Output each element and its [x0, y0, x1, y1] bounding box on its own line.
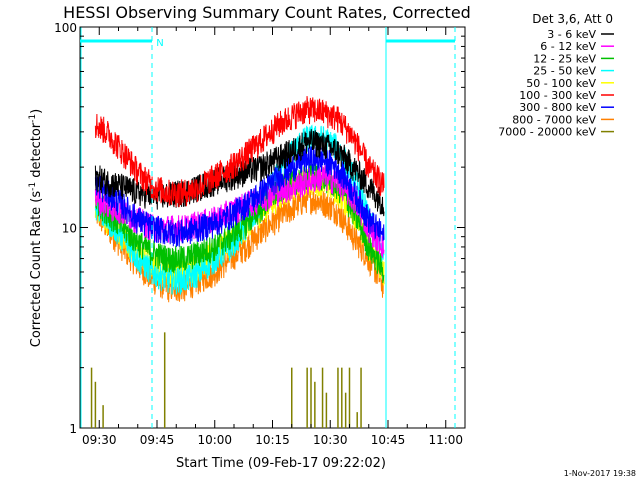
legend-entry-label: 50 - 100 keV: [526, 77, 596, 90]
y-axis-label-mid: detector: [29, 122, 44, 182]
series-line-2: [94, 164, 385, 284]
legend-entry-label: 3 - 6 keV: [547, 28, 596, 41]
y-axis-label-sup1: -1: [28, 182, 38, 191]
legend-entry-label: 6 - 12 keV: [540, 40, 596, 53]
axes: 09:30 09:45 10:00 10:15 10:30 10:45 11:00 1 10 10…: [54, 21, 466, 447]
series-layer: [90, 96, 385, 428]
night-marker-label: N: [156, 38, 163, 49]
x-tick-label: 10:00: [197, 433, 232, 447]
legend-header: Det 3,6, Att 0: [532, 12, 613, 26]
chart-title: HESSI Observing Summary Count Rates, Cor…: [63, 3, 471, 22]
legend-entry-label: 300 - 800 keV: [519, 101, 596, 114]
x-tick-label: 11:00: [428, 433, 463, 447]
legend-entry-label: 25 - 50 keV: [533, 65, 596, 78]
x-tick-label: 09:45: [140, 433, 175, 447]
legend-entry-label: 7000 - 20000 keV: [498, 126, 596, 139]
legend-entry-label: 800 - 7000 keV: [512, 113, 596, 126]
timestamp: 1-Nov-2017 19:38: [564, 469, 636, 478]
x-tick-label: 10:30: [313, 433, 348, 447]
legend-entry-label: 100 - 300 keV: [519, 89, 596, 102]
series-line-7: [94, 186, 385, 303]
y-axis-label-sup2: -1: [28, 114, 38, 123]
y-axis-label: Corrected Count Rate (s-1 detector-1): [28, 109, 44, 347]
x-tick-label: 10:45: [371, 433, 406, 447]
y-tick-label: 100: [54, 21, 77, 35]
observation-markers: N: [80, 27, 456, 428]
y-axis-label-end: ): [29, 109, 44, 114]
x-tick-label: 10:15: [255, 433, 290, 447]
y-axis-label-main: Corrected Count Rate (s: [29, 191, 44, 348]
series-line-5: [94, 96, 385, 208]
y-tick-label: 1: [69, 422, 77, 436]
y-tick-label: 10: [62, 222, 77, 236]
legend-entry-label: 12 - 25 keV: [533, 52, 596, 65]
x-tick-label: 09:30: [82, 433, 117, 447]
x-axis-label: Start Time (09-Feb-17 09:22:02): [176, 456, 386, 471]
